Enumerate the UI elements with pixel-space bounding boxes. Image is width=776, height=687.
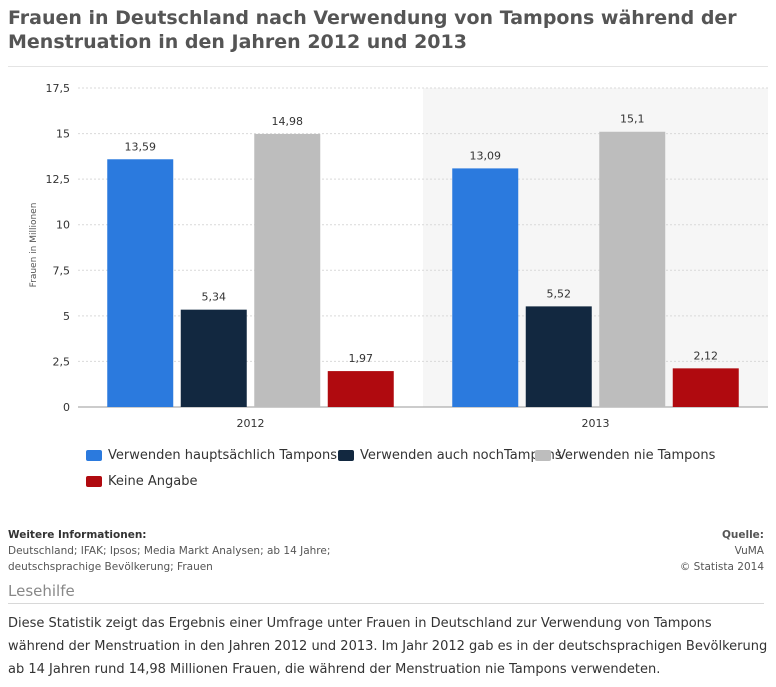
bar[interactable]	[254, 133, 321, 407]
bar[interactable]	[107, 159, 174, 407]
info-heading: Weitere Informationen:	[8, 529, 147, 541]
bar[interactable]	[672, 368, 739, 407]
legend-item[interactable]: Verwenden nie Tampons	[535, 448, 715, 463]
bar-value-label: 13,09	[470, 149, 502, 162]
chart-title: Frauen in Deutschland nach Verwendung vo…	[8, 7, 737, 53]
lesehilfe-text: Diese Statistik zeigt das Ergebnis einer…	[8, 616, 768, 677]
bar-value-label: 5,52	[547, 287, 572, 300]
x-axis-ticks: 2012 2013	[237, 417, 610, 430]
bar-value-label: 15,1	[620, 113, 645, 126]
bar-value-labels: 13,59 5,34 14,98 1,97 13,09 5,52 15,1 2,12	[125, 113, 719, 365]
bar-value-label: 13,59	[125, 140, 157, 153]
title-divider	[8, 66, 768, 67]
bar-value-label: 5,34	[202, 291, 227, 304]
bar[interactable]	[452, 168, 519, 407]
info-line-2: deutschsprachige Bevölkerung; Frauen	[8, 561, 213, 573]
y-tick-label: 17,5	[46, 82, 71, 95]
y-tick-label: 2,5	[53, 355, 71, 368]
copyright: © Statista 2014	[679, 561, 764, 573]
legend-label: Keine Angabe	[108, 474, 198, 489]
x-tick-label: 2012	[237, 417, 265, 430]
info-line-1: Deutschland; IFAK; Ipsos; Media Markt An…	[8, 545, 331, 557]
y-tick-label: 10	[56, 219, 70, 232]
y-tick-label: 0	[63, 401, 70, 414]
y-axis-label: Frauen in Millionen	[29, 203, 39, 288]
bar-value-label: 1,97	[349, 352, 374, 365]
y-tick-label: 12,5	[46, 173, 71, 186]
legend-item[interactable]: Verwenden hauptsächlich Tampons	[86, 448, 337, 463]
bar-value-label: 14,98	[272, 115, 304, 128]
y-axis-ticks: 0 2,5 5 7,5 10 12,5 15 17,5	[46, 82, 71, 414]
bar-value-label: 2,12	[694, 349, 719, 362]
legend-swatch	[86, 476, 102, 487]
lesehilfe-divider	[8, 603, 764, 604]
lesehilfe-title: Lesehilfe	[8, 582, 75, 600]
source-heading: Quelle:	[721, 529, 764, 541]
y-tick-label: 7,5	[53, 264, 71, 277]
further-info: Weitere Informationen: Deutschland; IFAK…	[8, 527, 330, 575]
legend-swatch	[338, 450, 354, 461]
bar[interactable]	[327, 371, 394, 407]
bar[interactable]	[599, 131, 666, 407]
y-tick-label: 15	[56, 128, 70, 141]
legend-swatch	[86, 450, 102, 461]
legend-item[interactable]: Keine Angabe	[86, 474, 197, 489]
y-tick-label: 5	[63, 310, 70, 323]
x-tick-label: 2013	[582, 417, 610, 430]
legend-item[interactable]: Verwenden auch nochTampons	[338, 448, 562, 463]
legend-label: Verwenden nie Tampons	[557, 448, 716, 463]
legend-swatch	[535, 450, 551, 461]
legend-label: Verwenden hauptsächlich Tampons	[108, 448, 338, 463]
source-block: Quelle: VuMA © Statista 2014	[680, 527, 764, 575]
bar[interactable]	[180, 309, 247, 407]
legend-label: Verwenden auch nochTampons	[360, 448, 562, 463]
source-name: VuMA	[734, 545, 764, 557]
bars	[107, 131, 739, 407]
bar[interactable]	[525, 306, 592, 407]
